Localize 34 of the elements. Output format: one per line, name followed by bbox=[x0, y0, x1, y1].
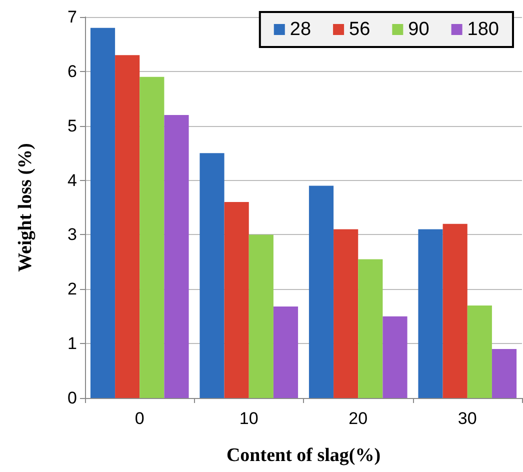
y-tick-label: 6 bbox=[68, 62, 77, 81]
bar bbox=[90, 28, 116, 398]
bar bbox=[273, 306, 298, 398]
bar bbox=[467, 305, 492, 398]
bar bbox=[140, 76, 164, 398]
y-tick-label: 5 bbox=[68, 116, 77, 136]
bar bbox=[442, 224, 468, 398]
bar bbox=[382, 316, 408, 398]
y-tick-label: 3 bbox=[68, 225, 77, 244]
x-axis-title: Content of slag(%) bbox=[226, 445, 381, 466]
bar bbox=[418, 229, 443, 398]
bar bbox=[164, 114, 189, 398]
bar bbox=[492, 349, 517, 398]
x-tick-label: 10 bbox=[239, 409, 258, 428]
bar bbox=[308, 186, 334, 398]
bar bbox=[334, 229, 358, 398]
y-axis-title: Weight loss (%) bbox=[15, 143, 36, 272]
legend-label: 56 bbox=[349, 19, 370, 40]
y-tick-label: 1 bbox=[68, 334, 77, 354]
x-tick-label: 30 bbox=[458, 409, 477, 428]
y-tick-label: 4 bbox=[68, 170, 77, 190]
y-tick-label: 7 bbox=[68, 8, 77, 26]
legend-label: 90 bbox=[408, 19, 430, 40]
legend-label: 28 bbox=[290, 19, 312, 40]
x-tick-label: 0 bbox=[134, 409, 144, 428]
bar bbox=[200, 153, 224, 398]
bar bbox=[358, 259, 383, 398]
bar bbox=[248, 234, 274, 398]
y-tick-label: 0 bbox=[68, 388, 77, 408]
bar bbox=[115, 55, 140, 398]
bar bbox=[224, 202, 249, 398]
x-tick-label: 20 bbox=[348, 409, 368, 428]
y-tick-label: 2 bbox=[68, 280, 77, 299]
legend-label: 180 bbox=[467, 19, 499, 40]
